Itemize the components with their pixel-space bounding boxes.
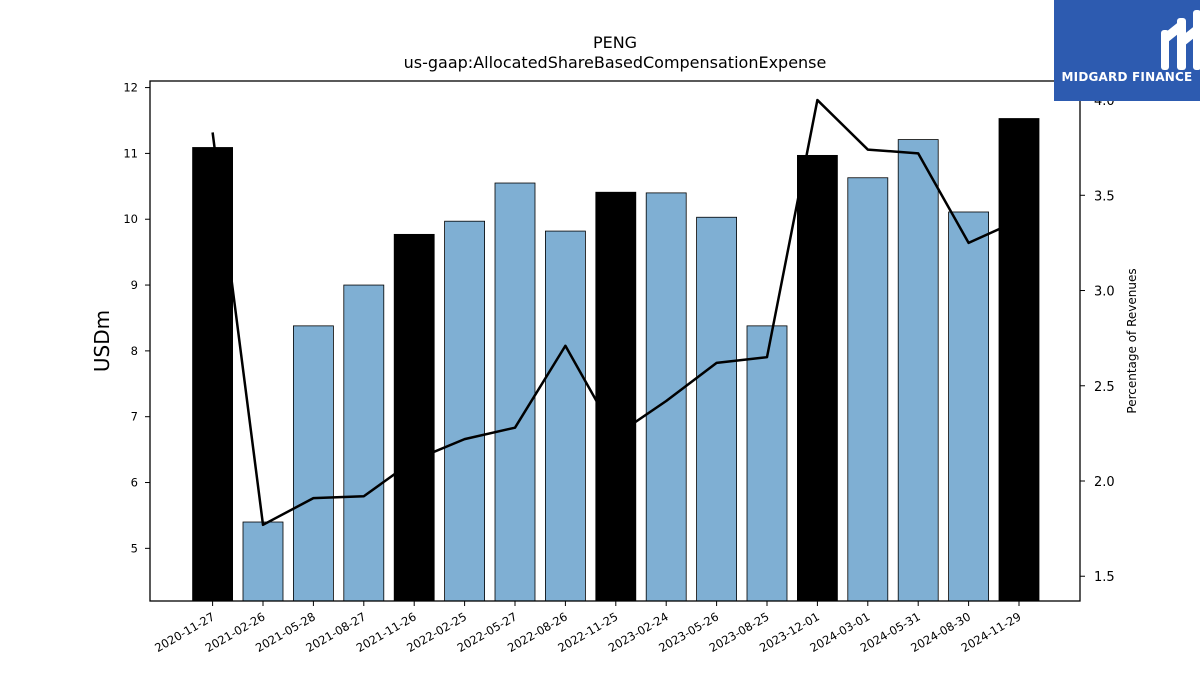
y-tick-label: 11 — [123, 146, 138, 160]
bar-2022-05-27 — [494, 182, 536, 602]
y-tick-label: 5 — [131, 541, 138, 555]
y2-tick-label: 3.0 — [1094, 285, 1115, 300]
bar-2024-08-30 — [948, 211, 989, 602]
y-tick-label: 7 — [131, 410, 138, 424]
y-tick-label: 8 — [131, 344, 138, 358]
logo-text: MIDGARD FINANCE — [1061, 70, 1193, 84]
midgard-logo-icon — [1161, 10, 1200, 70]
bar-2021-02-26 — [242, 521, 284, 602]
chart-subtitle: us-gaap:AllocatedShareBasedCompensationE… — [404, 53, 827, 72]
bar-2023-02-24 — [645, 192, 687, 602]
bar-2024-03-01 — [847, 177, 889, 602]
bar-2023-12-01 — [797, 154, 838, 602]
plot-frame — [149, 80, 1081, 602]
y2-tick-label: 1.5 — [1094, 570, 1115, 585]
bar-2024-05-31 — [897, 139, 939, 602]
bar-2021-05-28 — [292, 325, 334, 602]
bar-2022-02-25 — [444, 220, 486, 602]
bar-2020-11-27 — [192, 147, 234, 602]
bar-2021-08-27 — [343, 284, 385, 602]
bar-2023-08-25 — [746, 325, 788, 602]
y2-axis-label: Percentage of Revenues — [1125, 268, 1139, 413]
y-tick-label: 6 — [131, 476, 138, 490]
logo: MIDGARD FINANCE — [1054, 0, 1200, 101]
y2-tick-label: 2.0 — [1094, 475, 1115, 490]
y-tick-label: 12 — [123, 81, 138, 95]
bar-2023-05-26 — [696, 216, 737, 602]
bar-2022-11-25 — [595, 191, 637, 602]
percentage-line — [211, 98, 1020, 527]
bar-2024-11-29 — [998, 118, 1040, 602]
bar-2021-11-26 — [393, 233, 435, 602]
y-tick-label: 9 — [131, 278, 138, 292]
chart-title: PENG — [593, 33, 637, 52]
y2-tick-label: 2.5 — [1094, 380, 1115, 395]
y2-tick-label: 3.5 — [1094, 189, 1115, 204]
y-tick-label: 10 — [123, 212, 138, 226]
y-axis-label: USDm — [90, 310, 114, 372]
bar-2022-08-26 — [545, 230, 586, 602]
